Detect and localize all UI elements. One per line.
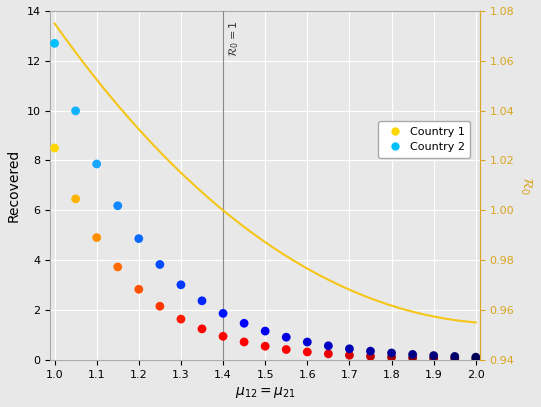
Point	[471, 354, 480, 361]
Point	[282, 346, 291, 353]
Point	[197, 326, 206, 332]
Point	[345, 346, 354, 352]
Y-axis label: $\mathcal{R}_0$: $\mathcal{R}_0$	[518, 175, 534, 195]
Point	[408, 354, 417, 361]
Point	[93, 161, 101, 167]
Point	[135, 286, 143, 293]
Point	[176, 282, 185, 288]
Point	[114, 203, 122, 209]
Point	[451, 353, 459, 360]
Point	[240, 320, 248, 326]
X-axis label: $\mu_{12} = \mu_{21}$: $\mu_{12} = \mu_{21}$	[235, 385, 296, 400]
Point	[156, 303, 164, 309]
Point	[430, 352, 438, 359]
Point	[240, 339, 248, 345]
Point	[176, 316, 185, 322]
Point	[303, 339, 312, 345]
Point	[114, 264, 122, 270]
Point	[408, 351, 417, 358]
Point	[219, 333, 227, 339]
Point	[345, 352, 354, 359]
Point	[324, 350, 333, 357]
Point	[471, 356, 480, 362]
Point	[71, 107, 80, 114]
Point	[261, 328, 269, 334]
Y-axis label: Recovered: Recovered	[7, 149, 21, 222]
Point	[50, 40, 59, 46]
Point	[93, 234, 101, 241]
Point	[387, 350, 396, 356]
Point	[156, 261, 164, 268]
Legend: Country 1, Country 2: Country 1, Country 2	[379, 121, 470, 158]
Point	[387, 354, 396, 361]
Point	[50, 145, 59, 151]
Point	[366, 353, 375, 360]
Point	[324, 343, 333, 349]
Point	[366, 348, 375, 354]
Point	[261, 343, 269, 350]
Point	[135, 235, 143, 242]
Point	[451, 355, 459, 362]
Text: $\mathcal{R}_0 = 1$: $\mathcal{R}_0 = 1$	[227, 21, 241, 57]
Point	[303, 349, 312, 355]
Point	[197, 298, 206, 304]
Point	[430, 355, 438, 361]
Point	[282, 334, 291, 340]
Point	[71, 196, 80, 202]
Point	[219, 310, 227, 317]
